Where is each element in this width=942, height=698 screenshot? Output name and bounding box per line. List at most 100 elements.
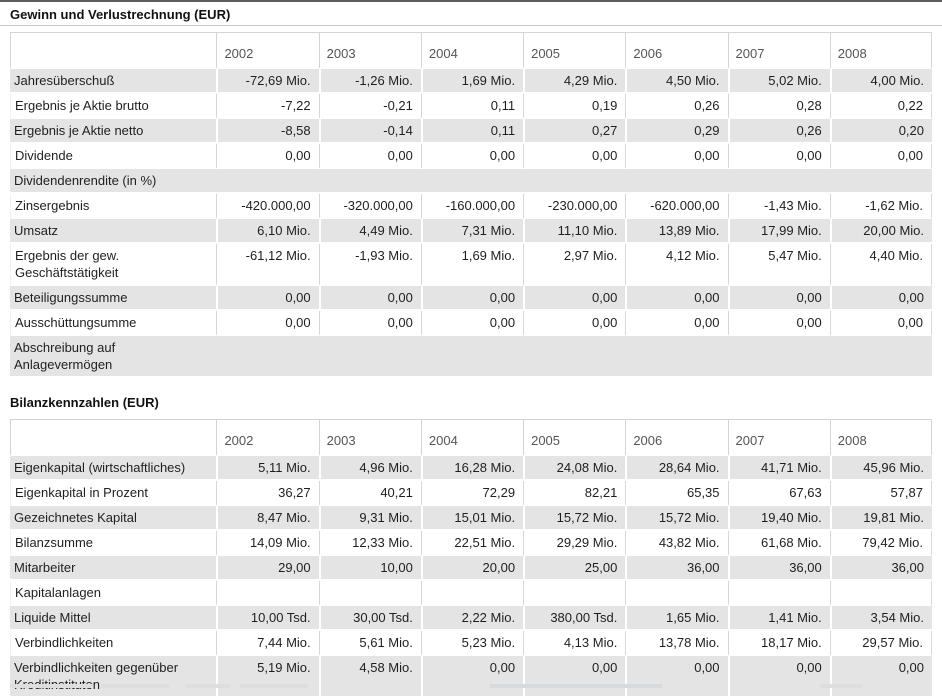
- value-cell: 0,28: [727, 94, 830, 119]
- value-cell: -620.000,00: [625, 194, 728, 219]
- value-cell: 36,00: [829, 556, 932, 581]
- corner-header-cell: [10, 419, 217, 456]
- row-label: Gezeichnetes Kapital: [10, 506, 217, 531]
- value-cell: 2,22 Mio.: [420, 606, 524, 631]
- value-cell: 0,26: [727, 119, 830, 144]
- value-cell: [216, 581, 319, 606]
- row-label: Bilanzsumme: [10, 531, 217, 556]
- value-cell: 8,47 Mio.: [216, 506, 319, 531]
- value-cell: 36,00: [727, 556, 830, 581]
- value-cell: 10,00 Tsd.: [216, 606, 319, 631]
- year-header-cell: 2002: [216, 32, 319, 69]
- value-cell: 13,89 Mio.: [625, 219, 728, 244]
- value-cell: 4,58 Mio.: [318, 656, 421, 698]
- row-label: Beteiligungssumme: [10, 286, 217, 311]
- table-row: Dividende 0,00 0,00 0,00 0,00 0,00 0,00 0,00: [10, 144, 932, 169]
- table-row: Liquide Mittel 10,00 Tsd. 30,00 Tsd. 2,22 M…: [10, 606, 932, 631]
- value-cell: 0,26: [625, 94, 728, 119]
- value-cell: 57,87: [829, 481, 932, 506]
- value-cell: -72,69 Mio.: [216, 69, 319, 94]
- value-cell: -230.000,00: [523, 194, 626, 219]
- value-cell: 7,31 Mio.: [420, 219, 524, 244]
- value-cell: 1,69 Mio.: [420, 69, 524, 94]
- value-cell: 5,02 Mio.: [727, 69, 830, 94]
- value-cell: 15,01 Mio.: [420, 506, 524, 531]
- value-cell: 0,00: [216, 311, 319, 336]
- table-row: Mitarbeiter 29,00 10,00 20,00 25,00 36,00 36,0…: [10, 556, 932, 581]
- row-label: Eigenkapital (wirtschaftliches): [10, 456, 217, 481]
- year-header-cell: 2005: [523, 419, 626, 456]
- value-cell: 36,00: [625, 556, 728, 581]
- year-header-cell: 2008: [829, 32, 932, 69]
- year-header-cell: 2004: [420, 419, 524, 456]
- value-cell: 380,00 Tsd.: [523, 606, 626, 631]
- value-cell: 0,00: [420, 656, 524, 698]
- value-cell: 5,11 Mio.: [216, 456, 319, 481]
- value-cell: 4,49 Mio.: [318, 219, 421, 244]
- value-cell: 4,13 Mio.: [523, 631, 626, 656]
- value-cell: 5,61 Mio.: [318, 631, 421, 656]
- value-cell: 65,35: [625, 481, 728, 506]
- value-cell: 4,40 Mio.: [829, 244, 932, 286]
- row-label: Liquide Mittel: [10, 606, 217, 631]
- value-cell: 0,22: [829, 94, 932, 119]
- table-row: Ausschüttungsumme 0,00 0,00 0,00 0,00 0,00 0,0…: [10, 311, 932, 336]
- table-row: Verbindlichkeiten 7,44 Mio. 5,61 Mio. 5,23 …: [10, 631, 932, 656]
- year-header-cell: 2007: [727, 419, 830, 456]
- corner-header-cell: [10, 32, 217, 69]
- value-cell: 0,29: [625, 119, 728, 144]
- value-cell: [727, 581, 830, 606]
- table-row: Verbindlichkeiten gegenüber Kreditinstit…: [10, 656, 932, 698]
- value-cell: [829, 581, 932, 606]
- year-header-cell: 2007: [727, 32, 830, 69]
- value-cell: 4,50 Mio.: [625, 69, 728, 94]
- value-cell: 40,21: [318, 481, 421, 506]
- value-cell: 12,33 Mio.: [318, 531, 421, 556]
- value-cell: 1,41 Mio.: [727, 606, 830, 631]
- value-cell: 10,00: [318, 556, 421, 581]
- value-cell: [318, 581, 421, 606]
- value-cell: 0,00: [523, 656, 626, 698]
- year-header-cell: 2005: [523, 32, 626, 69]
- value-cell: -1,43 Mio.: [727, 194, 830, 219]
- value-cell: 0,19: [523, 94, 626, 119]
- value-cell: 0,00: [318, 144, 421, 169]
- table-row: Eigenkapital in Prozent 36,27 40,21 72,29 82…: [10, 481, 932, 506]
- value-cell: 0,00: [318, 286, 421, 311]
- value-cell: -8,58: [216, 119, 319, 144]
- value-cell: 15,72 Mio.: [625, 506, 728, 531]
- value-cell: 25,00: [523, 556, 626, 581]
- row-label: Mitarbeiter: [10, 556, 217, 581]
- row-label: Verbindlichkeiten: [10, 631, 217, 656]
- year-header-cell: 2008: [829, 419, 932, 456]
- value-cell: 41,71 Mio.: [727, 456, 830, 481]
- value-cell: 4,00 Mio.: [829, 69, 932, 94]
- value-cell: 0,00: [829, 656, 932, 698]
- value-cell: 22,51 Mio.: [420, 531, 524, 556]
- value-cell: 7,44 Mio.: [216, 631, 319, 656]
- value-cell: 20,00: [420, 556, 524, 581]
- table-row: Bilanzsumme 14,09 Mio. 12,33 Mio. 22,51 Mio…: [10, 531, 932, 556]
- row-label: Verbindlichkeiten gegenüber Kreditinstit…: [10, 656, 217, 698]
- table-row: Eigenkapital (wirtschaftliches) 5,11 Mio.…: [10, 456, 932, 481]
- table-row: Beteiligungssumme 0,00 0,00 0,00 0,00 0,00 0,0…: [10, 286, 932, 311]
- value-cell: 43,82 Mio.: [625, 531, 728, 556]
- value-cell: 0,00: [625, 311, 728, 336]
- value-cell: 45,96 Mio.: [829, 456, 932, 481]
- section-title-balance-sheet: Bilanzkennzahlen (EUR): [10, 395, 159, 410]
- row-label: Zinsergebnis: [10, 194, 217, 219]
- value-cell: -7,22: [216, 94, 319, 119]
- value-cell: 79,42 Mio.: [829, 531, 932, 556]
- value-cell: 0,00: [216, 286, 319, 311]
- value-cell: 0,00: [420, 144, 524, 169]
- value-cell: 0,00: [829, 144, 932, 169]
- row-label: Dividende: [10, 144, 217, 169]
- value-cell: 0,00: [727, 656, 830, 698]
- year-header-row: 2002 2003 2004 2005 2006 2007 2008: [10, 32, 932, 69]
- value-cell: 16,28 Mio.: [420, 456, 524, 481]
- value-cell: 0,00: [625, 286, 728, 311]
- table-row: Ergebnis je Aktie netto -8,58 -0,14 0,11 0,2…: [10, 119, 932, 144]
- row-label: Ausschüttungsumme: [10, 311, 217, 336]
- value-cell: 13,78 Mio.: [625, 631, 728, 656]
